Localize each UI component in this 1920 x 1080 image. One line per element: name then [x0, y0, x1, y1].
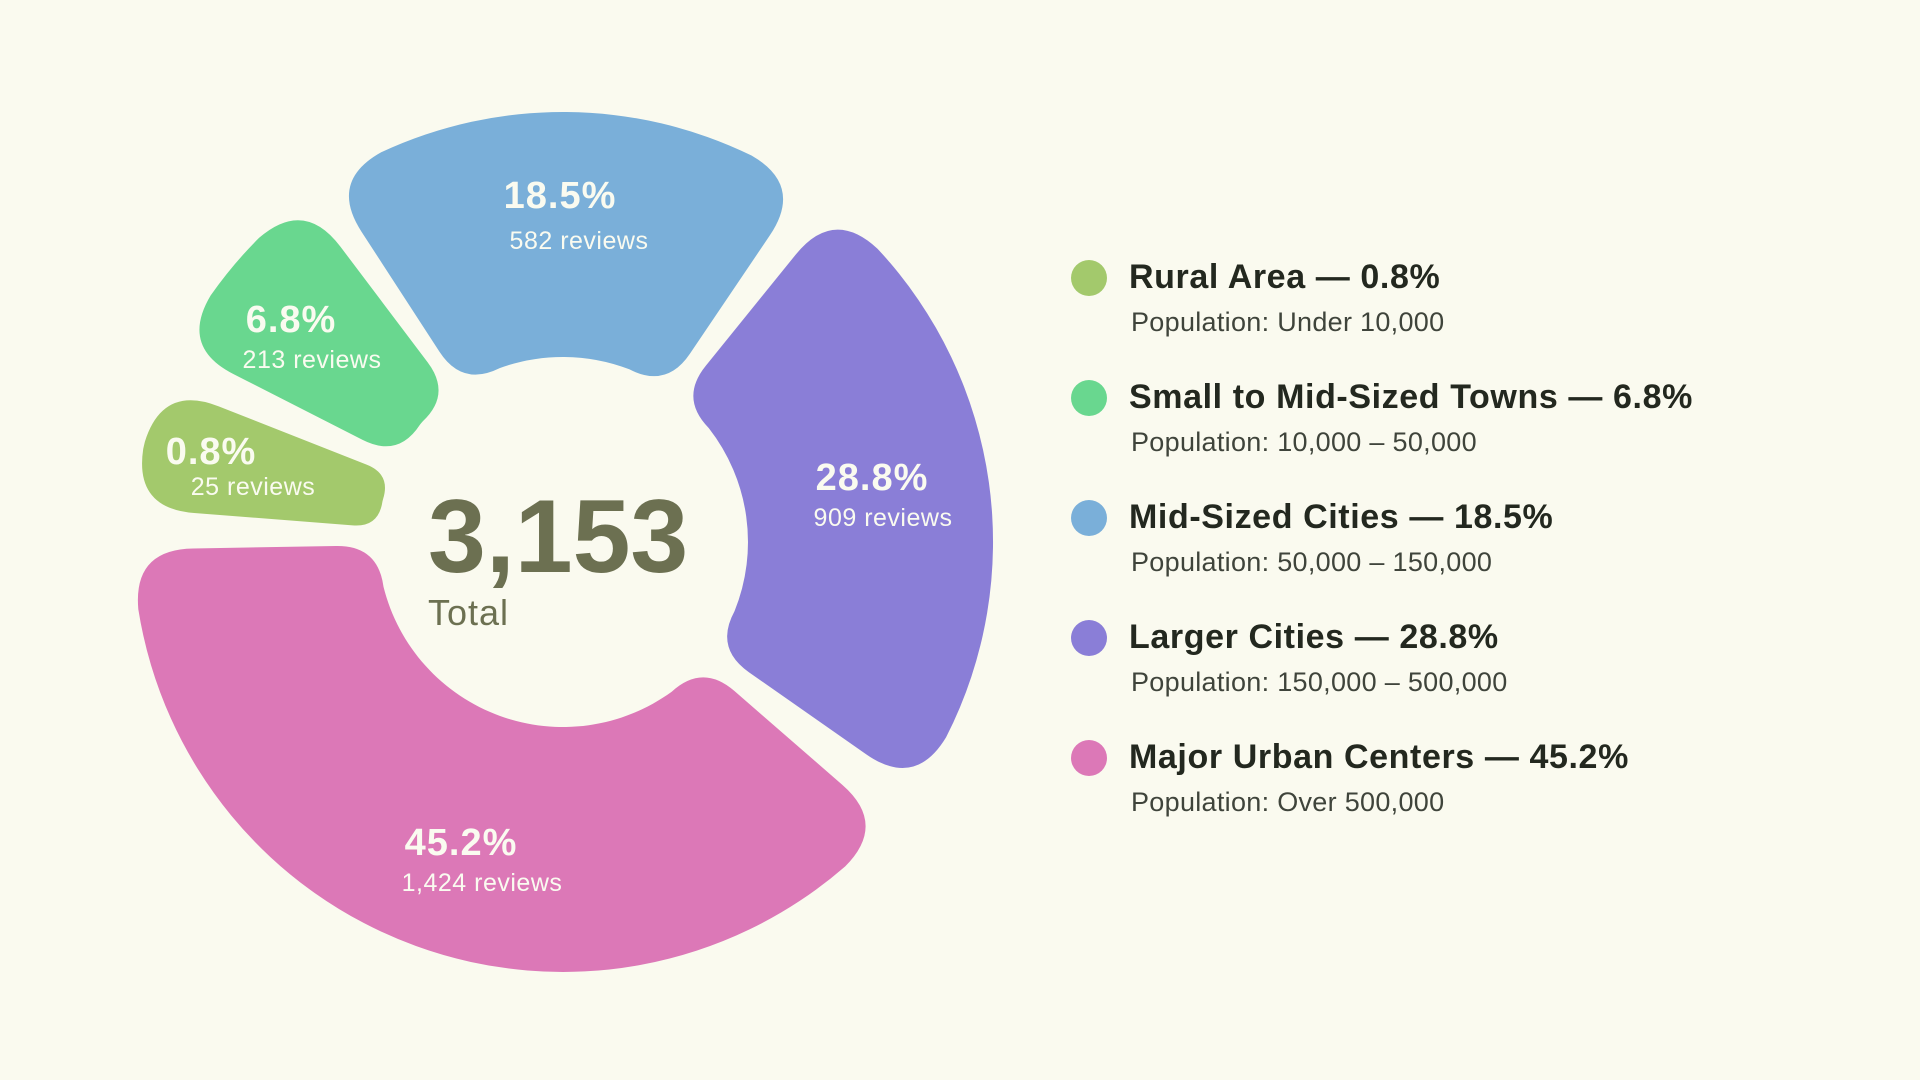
legend-item-major-urban-centers: Major Urban Centers — 45.2% Population: … — [1071, 738, 1693, 818]
segment-larger-cities — [693, 229, 994, 769]
legend-item-title: Rural Area — 0.8% — [1129, 258, 1441, 296]
legend-color-dot — [1071, 620, 1107, 656]
legend-item-texts: Larger Cities — 28.8% Population: 150,00… — [1129, 618, 1508, 698]
legend-color-dot — [1071, 740, 1107, 776]
legend-item-rural-area: Rural Area — 0.8% Population: Under 10,0… — [1071, 258, 1693, 338]
total-label: Total — [428, 592, 509, 633]
legend-color-dot — [1071, 500, 1107, 536]
segment-reviews-label-rural-area: 25 reviews — [191, 473, 316, 501]
donut-chart: 0.8%25 reviews 6.8% 213 reviews 18.5% 582 re… — [137, 111, 994, 972]
segment-pct-label-mid-sized-cities: 18.5% — [504, 175, 617, 217]
legend-item-population: Population: 10,000 – 50,000 — [1131, 427, 1477, 457]
legend-item-population: Population: Over 500,000 — [1131, 787, 1445, 817]
segment-small-to-mid-sized-towns — [199, 220, 439, 447]
segment-reviews-label-major-urban-centers: 1,424 reviews — [402, 869, 563, 897]
legend-item-texts: Mid-Sized Cities — 18.5% Population: 50,… — [1129, 498, 1553, 578]
legend-item-population: Population: Under 10,000 — [1131, 307, 1445, 337]
legend-item-population: Population: 50,000 – 150,000 — [1131, 547, 1493, 577]
legend-item-mid-sized-cities: Mid-Sized Cities — 18.5% Population: 50,… — [1071, 498, 1693, 578]
segment-pct-label-larger-cities: 28.8% — [816, 457, 929, 499]
segment-rural-area — [142, 400, 385, 526]
legend-item-title: Major Urban Centers — 45.2% — [1129, 738, 1629, 776]
legend-item-title: Small to Mid-Sized Towns — 6.8% — [1129, 378, 1693, 416]
segment-pct-label-small-to-mid-sized-towns: 6.8% — [246, 299, 337, 341]
donut-segments — [137, 111, 994, 972]
segment-pct-label-rural-area: 0.8% — [166, 431, 257, 473]
segment-reviews-label-small-to-mid-sized-towns: 213 reviews — [243, 346, 382, 374]
legend-color-dot — [1071, 260, 1107, 296]
total-value: 3,153 — [428, 479, 688, 595]
legend-item-texts: Rural Area — 0.8% Population: Under 10,0… — [1129, 258, 1444, 338]
segment-pct-label-major-urban-centers: 45.2% — [405, 822, 518, 864]
legend-item-small-to-mid-sized-towns: Small to Mid-Sized Towns — 6.8% Populati… — [1071, 378, 1693, 458]
legend-color-dot — [1071, 380, 1107, 416]
legend-item-title: Mid-Sized Cities — 18.5% — [1129, 498, 1554, 536]
donut-segment-labels: 0.8%25 reviews 6.8% 213 reviews 18.5% 582 re… — [166, 175, 953, 897]
legend-item-texts: Major Urban Centers — 45.2% Population: … — [1129, 738, 1629, 818]
legend-item-title: Larger Cities — 28.8% — [1129, 618, 1499, 656]
legend-item-population: Population: 150,000 – 500,000 — [1131, 667, 1508, 697]
legend-item-larger-cities: Larger Cities — 28.8% Population: 150,00… — [1071, 618, 1693, 698]
segment-major-urban-centers — [137, 545, 866, 972]
legend: Rural Area — 0.8% Population: Under 10,0… — [1071, 258, 1693, 818]
legend-item-texts: Small to Mid-Sized Towns — 6.8% Populati… — [1129, 378, 1693, 458]
segment-mid-sized-cities — [348, 111, 784, 377]
segment-reviews-label-larger-cities: 909 reviews — [814, 504, 953, 532]
segment-reviews-label-mid-sized-cities: 582 reviews — [510, 227, 649, 255]
